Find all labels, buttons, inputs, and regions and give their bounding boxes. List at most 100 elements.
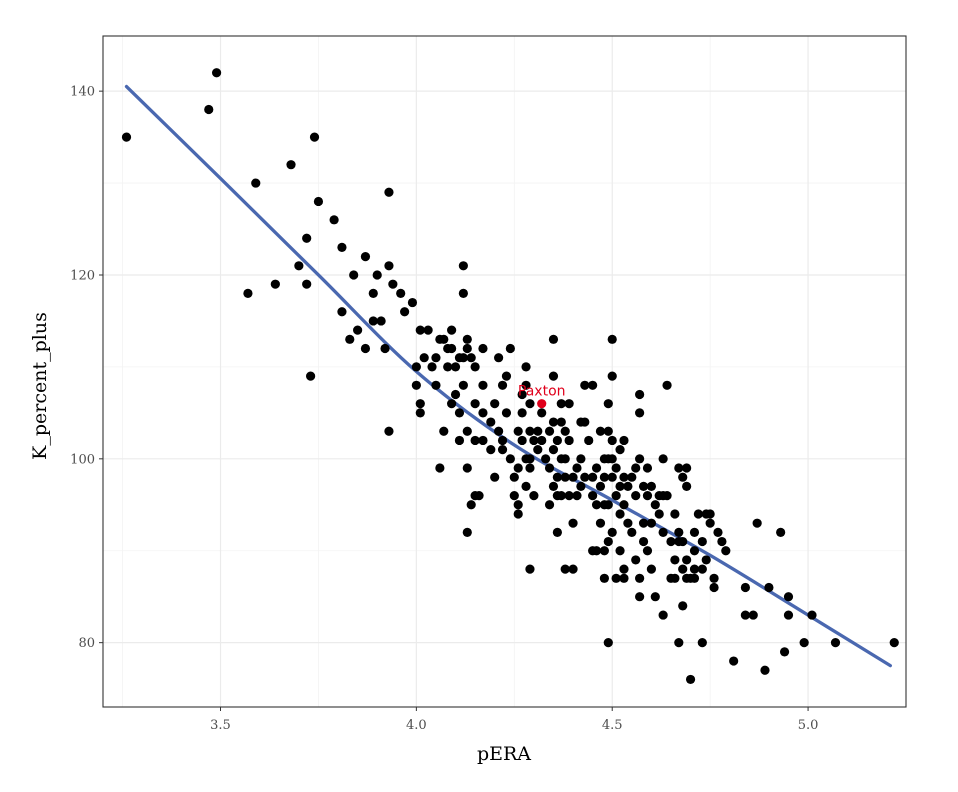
- data-point: [552, 472, 562, 482]
- data-point: [603, 638, 613, 648]
- data-point: [678, 601, 688, 611]
- data-point: [599, 546, 609, 556]
- data-point: [450, 389, 461, 400]
- data-point: [697, 638, 707, 648]
- data-point: [541, 454, 551, 464]
- data-point: [783, 610, 794, 620]
- data-point: [443, 362, 453, 372]
- data-point: [646, 481, 656, 491]
- data-point: [615, 546, 625, 556]
- data-point: [548, 334, 559, 344]
- data-point: [705, 518, 715, 528]
- data-point: [627, 472, 637, 482]
- data-point: [603, 399, 613, 409]
- data-point: [548, 481, 559, 491]
- data-point: [521, 481, 531, 491]
- data-point: [564, 399, 574, 409]
- data-point: [682, 463, 692, 473]
- x-axis-title: pERA: [477, 743, 531, 765]
- data-point: [642, 546, 653, 556]
- axis-ticks: 3.5 4.0 4.5 5.0 80 100 120 140: [70, 85, 818, 733]
- data-point: [689, 546, 700, 556]
- data-point: [607, 371, 617, 381]
- data-point: [517, 408, 527, 418]
- data-point: [748, 610, 758, 620]
- data-point: [529, 490, 539, 501]
- data-point: [685, 674, 696, 685]
- data-point: [454, 435, 465, 446]
- data-point: [544, 426, 555, 436]
- data-point: [709, 573, 719, 583]
- data-point: [490, 472, 500, 482]
- highlight-layer: Paxton: [518, 384, 566, 409]
- data-point: [638, 536, 649, 547]
- data-point: [415, 399, 425, 409]
- data-point: [662, 490, 672, 501]
- data-point: [478, 435, 488, 446]
- data-point: [121, 132, 132, 142]
- data-point: [494, 353, 504, 363]
- data-point: [717, 536, 727, 547]
- data-point: [454, 408, 465, 418]
- data-point: [497, 445, 508, 455]
- data-point: [635, 389, 645, 400]
- data-point: [466, 353, 476, 363]
- data-point: [505, 454, 515, 464]
- data-point: [501, 408, 512, 418]
- data-point: [384, 187, 394, 197]
- data-point: [313, 196, 324, 207]
- data-point: [595, 518, 606, 528]
- data-point: [353, 325, 363, 335]
- data-point: [830, 638, 841, 648]
- data-point: [447, 343, 457, 354]
- data-point: [627, 527, 637, 537]
- data-point: [568, 472, 578, 482]
- data-point: [309, 132, 320, 142]
- data-point: [337, 307, 347, 317]
- data-point: [635, 408, 645, 418]
- data-point: [349, 270, 359, 280]
- panel-background: [103, 36, 906, 707]
- data-point: [478, 380, 488, 390]
- data-point: [588, 472, 598, 482]
- data-point: [505, 343, 515, 354]
- data-point: [674, 463, 684, 473]
- data-point: [552, 527, 562, 537]
- data-point: [462, 527, 472, 537]
- data-point: [368, 288, 378, 298]
- data-point: [635, 592, 645, 602]
- data-point: [588, 380, 598, 390]
- data-point: [411, 380, 421, 390]
- data-point: [513, 509, 523, 519]
- data-point: [400, 307, 410, 317]
- data-point: [211, 68, 222, 78]
- data-point: [470, 399, 480, 409]
- data-point: [533, 445, 543, 455]
- data-point: [631, 555, 641, 565]
- data-point: [509, 472, 519, 482]
- data-point: [548, 417, 559, 427]
- data-point: [302, 233, 312, 243]
- data-point: [294, 261, 304, 271]
- y-axis-title: K_percent_plus: [29, 312, 51, 460]
- data-point: [447, 325, 457, 335]
- data-point: [509, 490, 519, 501]
- data-point: [615, 445, 625, 455]
- data-point: [631, 490, 641, 501]
- data-point: [462, 334, 472, 344]
- data-point: [544, 463, 555, 473]
- data-point: [380, 343, 390, 354]
- data-point: [658, 454, 668, 464]
- data-point: [646, 564, 656, 574]
- data-point: [705, 509, 715, 519]
- data-point: [650, 592, 660, 602]
- data-point: [740, 610, 751, 620]
- data-point: [599, 573, 609, 583]
- data-point: [619, 472, 629, 482]
- data-point: [603, 500, 613, 510]
- data-point: [607, 527, 617, 537]
- data-point: [631, 463, 641, 473]
- data-point: [635, 454, 645, 464]
- data-point: [760, 665, 770, 675]
- data-point: [670, 573, 680, 583]
